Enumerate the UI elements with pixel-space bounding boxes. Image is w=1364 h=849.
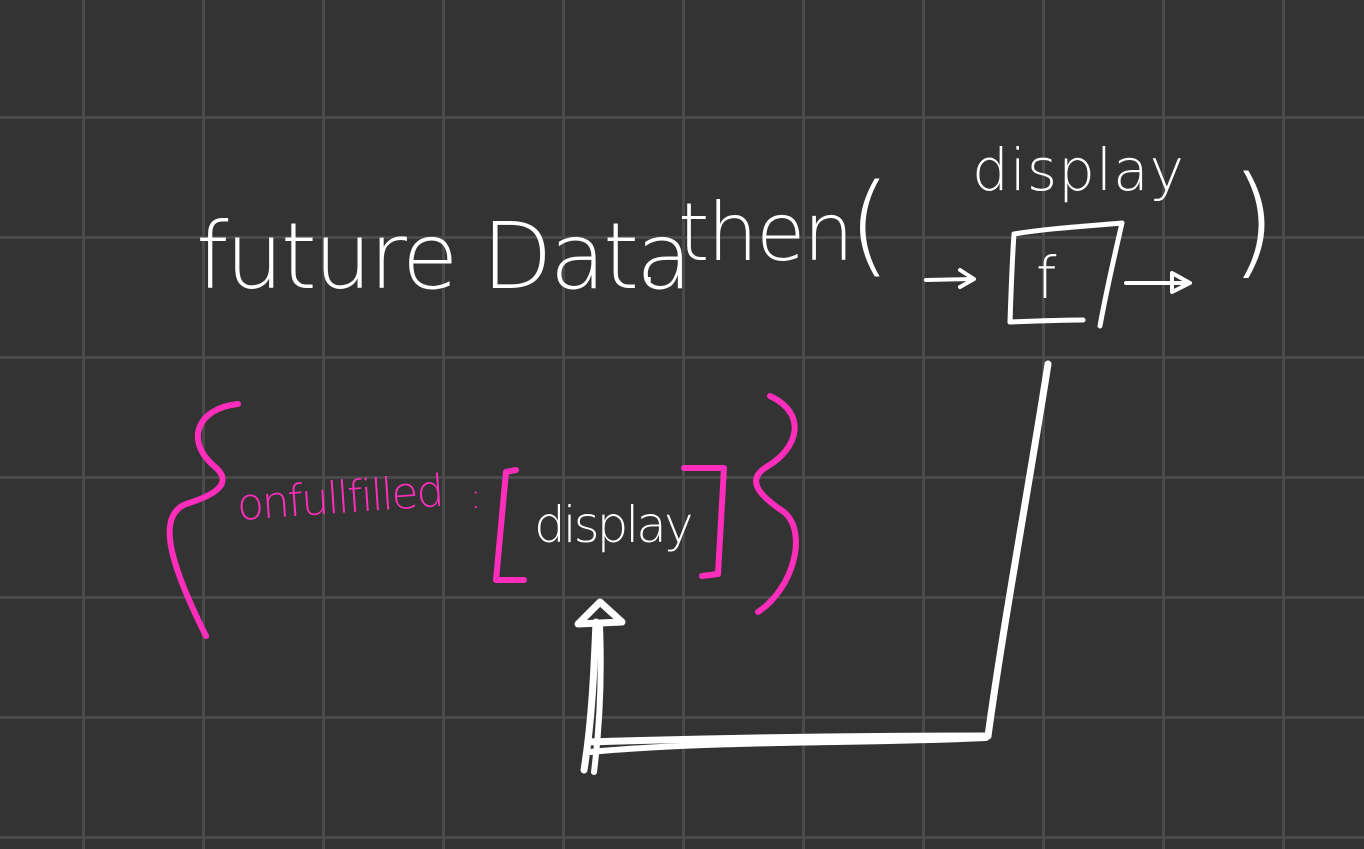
function-symbol-text: f (1036, 244, 1057, 312)
output-arrow-icon (1124, 271, 1192, 294)
open-paren-text: ( (848, 160, 891, 288)
input-arrow-icon (924, 268, 976, 289)
left-brace-icon (166, 401, 241, 639)
function-box (1007, 220, 1125, 329)
flow-arrow-icon (574, 360, 1052, 775)
receiver-text: future Data (196, 203, 689, 310)
registration-value-text: display (534, 496, 691, 554)
registration-key-text: onfullfilled (235, 466, 444, 531)
array-left-bracket-icon (493, 467, 527, 583)
right-brace-icon (753, 393, 799, 615)
array-right-bracket-icon (681, 465, 727, 579)
callback-label-text: display (972, 136, 1185, 204)
close-paren-text: ) (1230, 152, 1277, 291)
registration-colon-text: : (470, 477, 481, 517)
dot-text: . (636, 208, 661, 301)
method-text: then (678, 186, 852, 279)
